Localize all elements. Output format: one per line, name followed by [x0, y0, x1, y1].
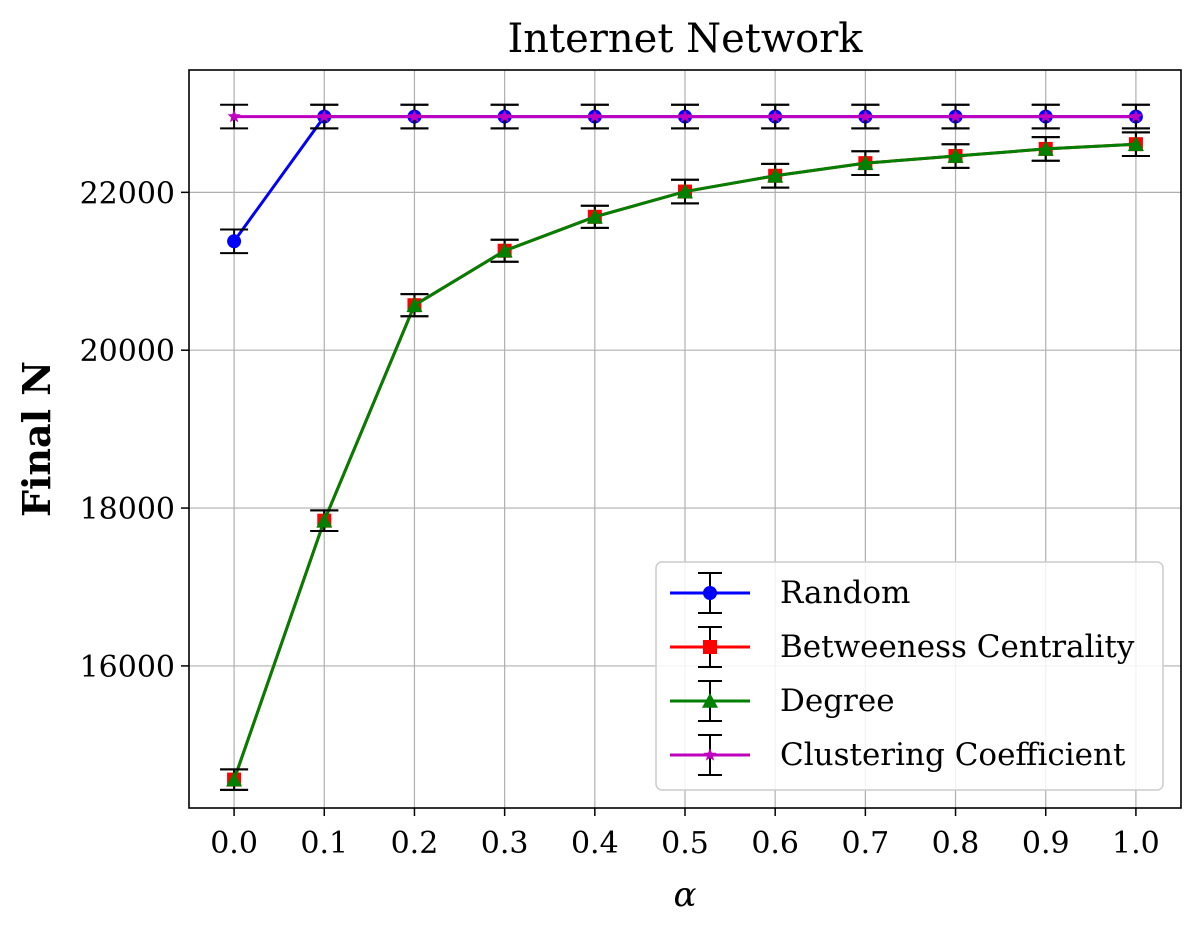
data-point: [588, 109, 602, 123]
legend-marker: [702, 693, 718, 708]
y-tick-label: 20000: [80, 334, 175, 369]
data-point: [407, 109, 422, 123]
x-tick-label: 0.3: [481, 826, 529, 861]
chart-title: Internet Network: [507, 16, 863, 62]
data-point: [1039, 109, 1053, 123]
y-tick-label: 22000: [80, 176, 175, 211]
data-point: [947, 148, 964, 163]
x-tick-label: 1.0: [1112, 826, 1160, 861]
legend-label: Betweeness Centrality: [780, 629, 1135, 665]
x-tick-label: 0.2: [391, 826, 439, 861]
x-tick-label: 0.9: [1022, 826, 1070, 861]
data-point: [316, 512, 333, 528]
data-point: [948, 109, 963, 123]
y-tick-label: 18000: [80, 492, 175, 527]
data-point: [858, 109, 873, 123]
legend-label: Degree: [780, 683, 895, 719]
legend: Random Betweeness Centrality Degree Cluster…: [655, 561, 1164, 791]
data-point: [768, 109, 782, 123]
legend-item: Random: [670, 572, 910, 614]
x-tick-label: 0.0: [210, 826, 258, 861]
data-point: [767, 167, 784, 183]
data-point: [227, 109, 241, 123]
legend-label: Random: [780, 575, 910, 611]
x-tick-label: 0.1: [300, 826, 348, 861]
legend-item: Clustering Coefficient: [670, 734, 1126, 776]
legend-marker: [703, 586, 717, 600]
y-axis-label: Final N: [14, 361, 59, 517]
data-point: [496, 242, 513, 258]
data-point: [1127, 136, 1144, 151]
legend-marker: [703, 640, 717, 654]
data-point: [1129, 109, 1143, 123]
series-3: [220, 103, 1150, 130]
legend-label: Clustering Coefficient: [780, 737, 1126, 773]
data-point: [406, 297, 423, 313]
ticks: 0.0 0.1 0.2 0.3 0.4 0.5 0.6 0.7 0.8 0.9 1.0 16000 18…: [80, 176, 1160, 861]
x-tick-label: 0.4: [571, 826, 619, 861]
data-point: [317, 109, 331, 123]
x-axis-label: α: [674, 875, 697, 915]
data-point: [857, 155, 874, 170]
legend-marker: [703, 748, 717, 761]
x-tick-label: 0.6: [751, 826, 799, 861]
legend-item: Betweeness Centrality: [670, 626, 1135, 668]
series-layer: [220, 103, 1150, 791]
data-point: [1037, 140, 1054, 156]
x-tick-label: 0.5: [661, 826, 709, 861]
legend-box: [655, 561, 1164, 791]
data-point: [586, 208, 603, 224]
y-tick-label: 16000: [80, 650, 175, 685]
data-point: [678, 109, 692, 123]
data-point: [226, 771, 243, 787]
data-point: [677, 183, 693, 199]
series-2: [220, 131, 1150, 791]
data-point: [227, 234, 242, 249]
data-point: [497, 109, 512, 123]
legend-item: Degree: [670, 680, 895, 722]
x-tick-label: 0.8: [932, 826, 980, 861]
x-tick-label: 0.7: [842, 826, 890, 861]
